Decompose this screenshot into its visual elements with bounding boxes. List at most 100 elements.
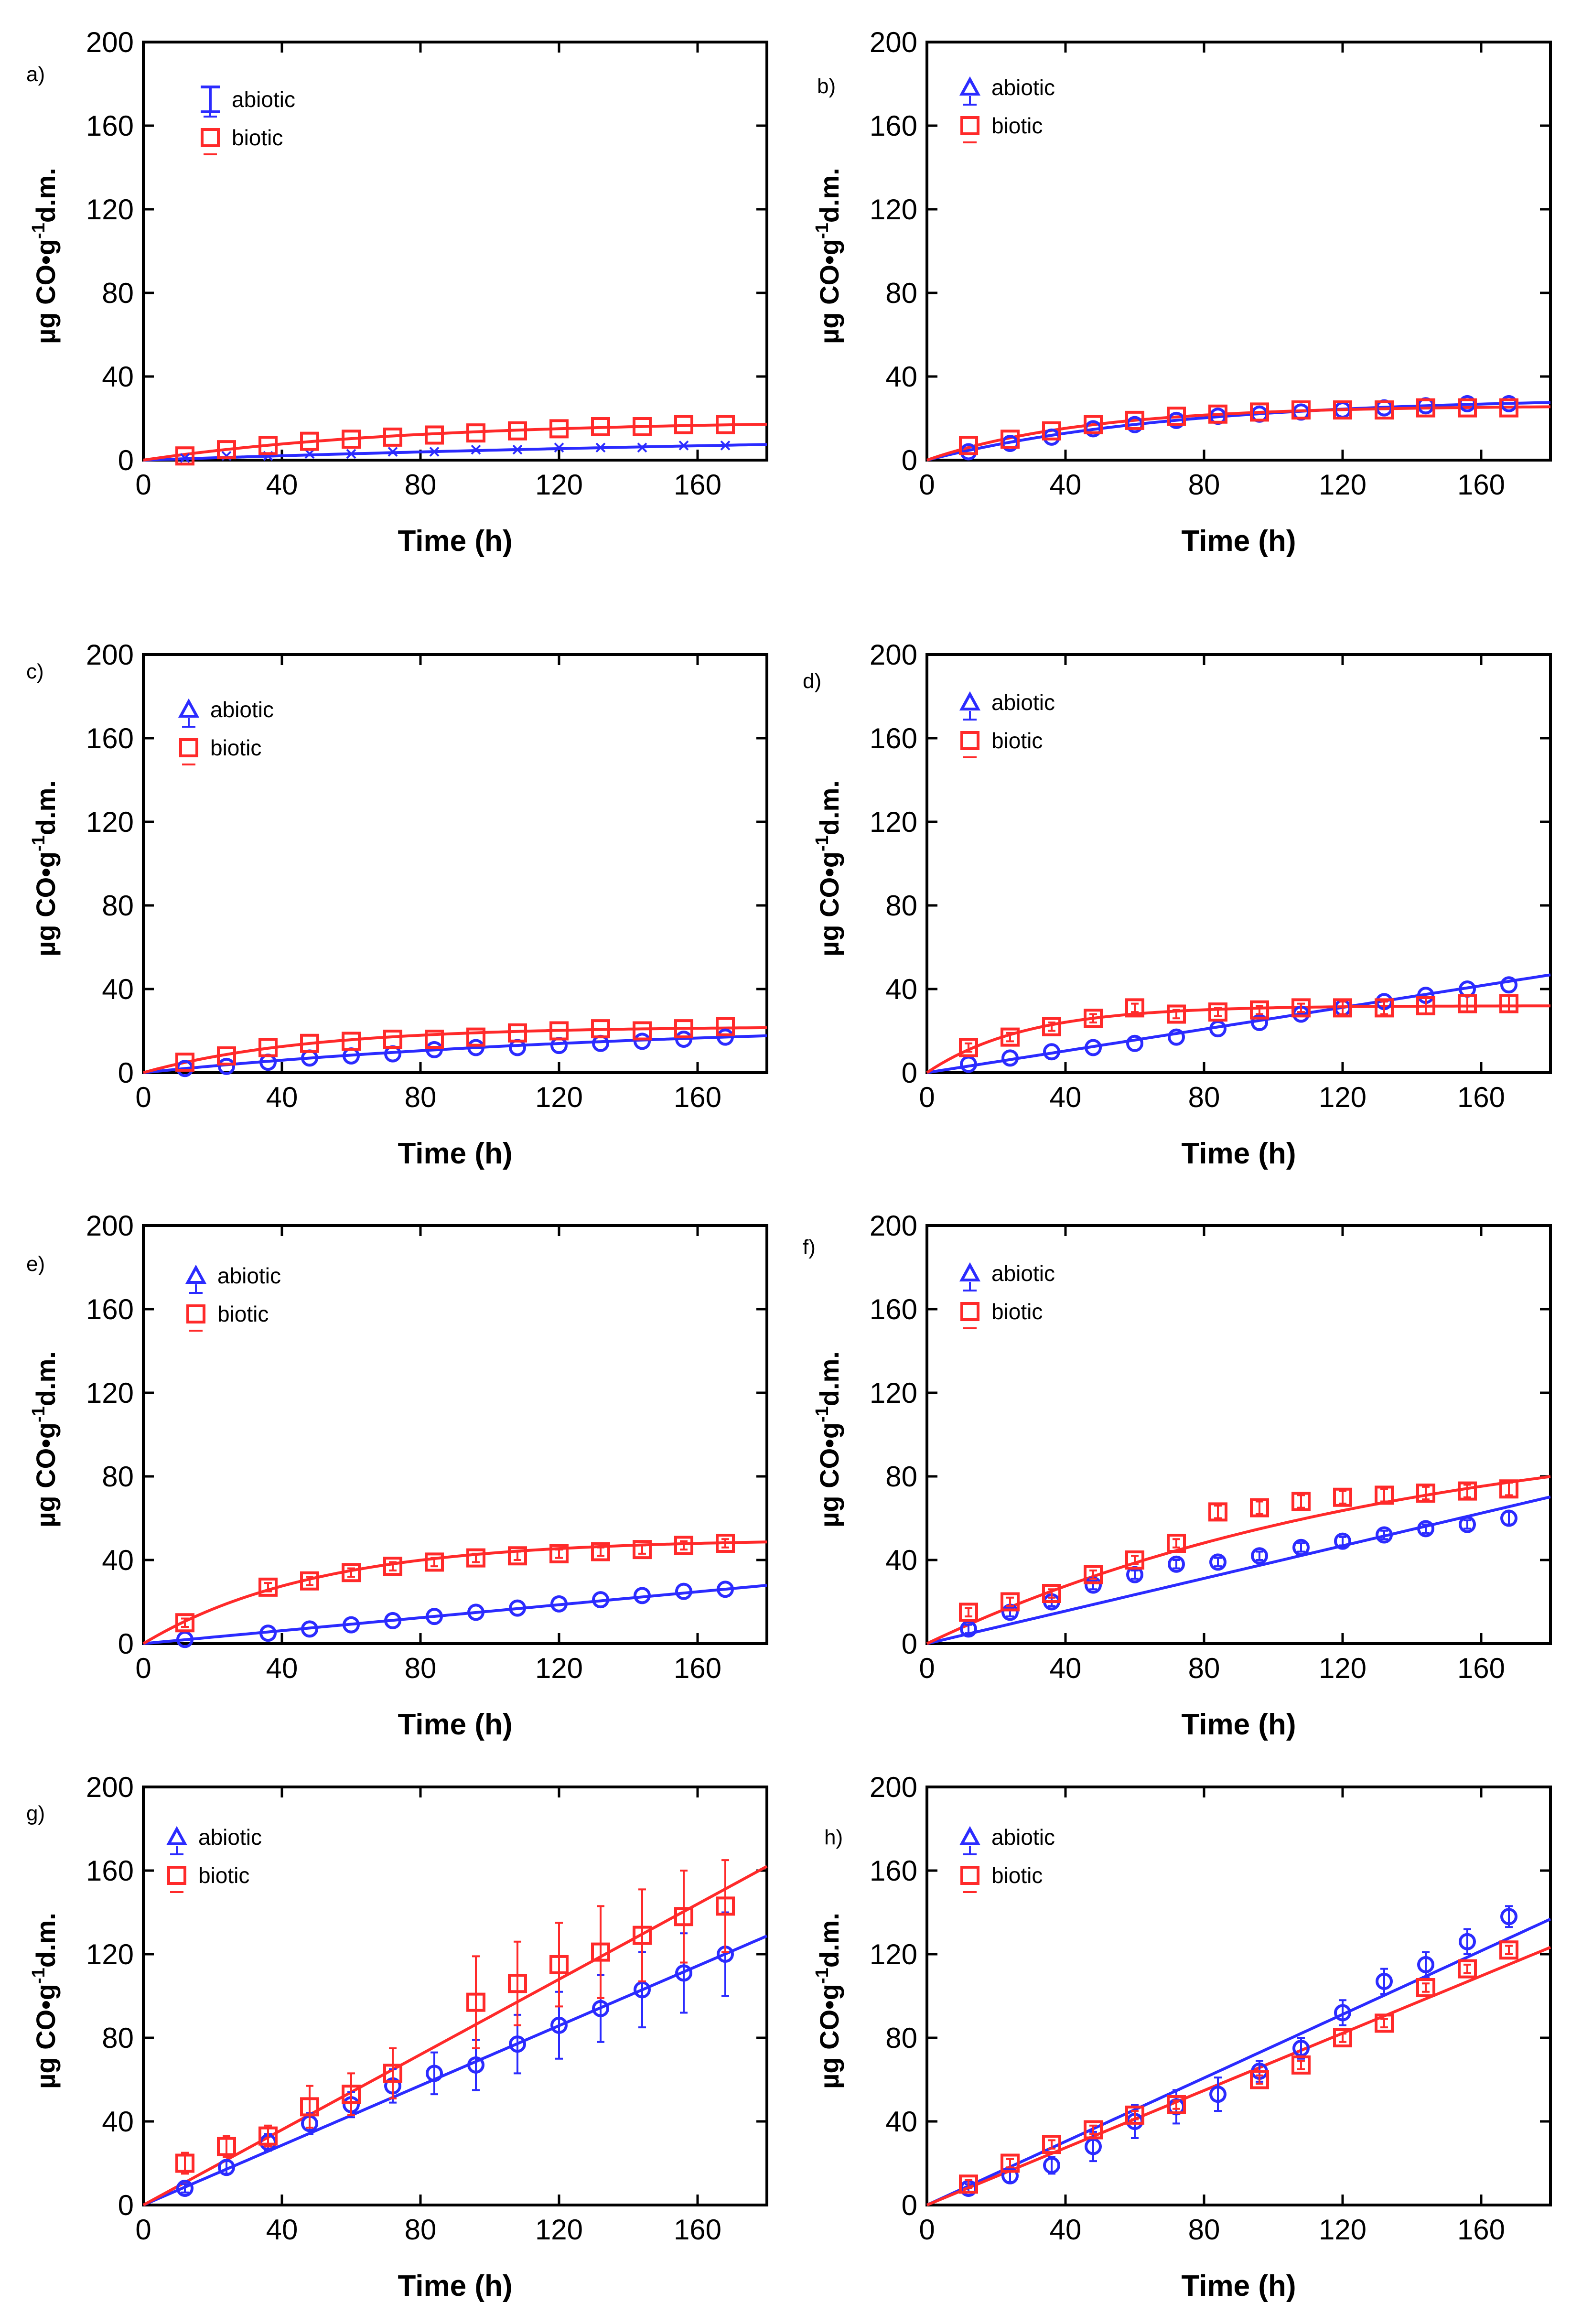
- y-tick-label: 40: [885, 973, 917, 1005]
- abiotic-data-point: [1001, 2167, 1019, 2184]
- biotic-data-point: [549, 419, 569, 439]
- chart-panel-1: 0 40 80 120 160 200 0 40 80 120 160 Time (h) µg CO•g…: [812, 26, 1552, 558]
- chart-panel-3: 0 40 80 120 160 200 0 40 80 120 160 Time (h) µg CO•g…: [803, 639, 1552, 1170]
- biotic-error-bar: [347, 2072, 355, 2116]
- y-axis-title-tail: d.m.: [814, 780, 844, 835]
- legend: abiotic biotic: [166, 1825, 262, 1893]
- y-tick-label: 0: [902, 2189, 917, 2221]
- legend-biotic-marker: [186, 1304, 205, 1323]
- biotic-error-bar: [1505, 994, 1513, 1013]
- abiotic-data-point: [634, 1587, 651, 1604]
- abiotic-error-bar: [1339, 1536, 1346, 1547]
- x-tick-label: 40: [266, 2214, 298, 2246]
- biotic-error-bar: [1173, 1009, 1180, 1020]
- abiotic-error-bar: [1463, 1928, 1471, 1955]
- legend-biotic-label: biotic: [198, 1863, 249, 1888]
- biotic-fit-line: [926, 405, 1551, 462]
- biotic-data-point: [633, 1021, 652, 1041]
- abiotic-data-point: [720, 440, 731, 451]
- biotic-data-point: [217, 2137, 236, 2156]
- biotic-series: [175, 1017, 735, 1072]
- biotic-data-point: [1084, 2120, 1103, 2140]
- abiotic-data-point: [1126, 1034, 1143, 1052]
- biotic-error-bar: [306, 2085, 313, 2129]
- x-axis-title: Time (h): [1182, 1137, 1296, 1170]
- x-axis-title: Time (h): [1182, 2270, 1296, 2302]
- abiotic-data-point: [1376, 1972, 1393, 1990]
- y-axis-title-sup: -1: [812, 835, 832, 851]
- biotic-data-point: [716, 1534, 735, 1553]
- y-tick-label: 160: [86, 1855, 134, 1887]
- biotic-data-point: [1084, 415, 1103, 434]
- x-tick-label: 80: [405, 1081, 437, 1113]
- abiotic-error-bar: [1380, 1968, 1388, 1995]
- panel-letter: d): [803, 669, 821, 693]
- biotic-error-bar: [389, 1561, 397, 1571]
- biotic-data-point: [549, 1021, 569, 1041]
- biotic-fit-line: [142, 1540, 767, 1645]
- x-tick-label: 160: [1457, 469, 1505, 501]
- biotic-error-bar: [1297, 1002, 1305, 1013]
- y-tick-label: 0: [902, 444, 917, 476]
- y-axis-title-main: µg CO•g: [814, 851, 844, 957]
- y-axis-title-main: µg CO•g: [31, 1422, 61, 1528]
- abiotic-data-point: [592, 1591, 609, 1609]
- abiotic-data-point: [218, 2159, 235, 2176]
- biotic-data-point: [425, 1552, 444, 1572]
- abiotic-fit-line: [143, 443, 767, 462]
- abiotic-data-point: [1376, 1526, 1393, 1544]
- abiotic-data-point: [554, 442, 564, 453]
- biotic-data-point: [1167, 1004, 1186, 1024]
- biotic-data-point: [1125, 2105, 1144, 2125]
- y-axis-title-main: µg CO•g: [814, 1422, 844, 1528]
- plot-frame: [142, 1224, 768, 1645]
- biotic-fit-line: [926, 1946, 1551, 2206]
- legend: abiotic biotic: [959, 690, 1055, 758]
- biotic-data-point: [591, 1019, 610, 1039]
- legend-biotic-marker: [179, 738, 198, 757]
- biotic-error-bar: [472, 1552, 480, 1563]
- x-tick-label: 120: [535, 1081, 583, 1113]
- abiotic-error-bar: [1297, 1542, 1305, 1553]
- abiotic-data-point: [301, 1620, 318, 1638]
- biotic-error-bar: [1505, 1945, 1513, 1955]
- chart-panel-2: 0 40 80 120 160 200 0 40 80 120 160 Time (h) µg CO•g…: [26, 639, 768, 1170]
- abiotic-data-point: [1500, 1908, 1517, 1926]
- biotic-data-point: [466, 1548, 485, 1568]
- biotic-error-bar: [555, 1549, 563, 1559]
- y-tick-label: 200: [870, 1210, 917, 1242]
- abiotic-data-point: [717, 1028, 734, 1046]
- biotic-data-point: [1375, 400, 1394, 420]
- abiotic-data-point: [1085, 1039, 1102, 1056]
- biotic-data-point: [591, 1942, 610, 1962]
- y-tick-label: 40: [102, 1544, 134, 1576]
- biotic-data-point: [716, 1896, 735, 1916]
- biotic-series: [175, 1859, 735, 2175]
- biotic-data-point: [674, 1907, 693, 1926]
- biotic-data-point: [1499, 398, 1518, 418]
- abiotic-data-point: [426, 1608, 443, 1625]
- x-tick-label: 80: [405, 469, 437, 501]
- x-axis-title: Time (h): [398, 1137, 513, 1170]
- y-tick-label: 200: [870, 1771, 917, 1803]
- plot-frame: [925, 653, 1552, 1074]
- y-tick-label: 200: [870, 26, 917, 58]
- y-axis-title: µg CO•g-1d.m.: [812, 168, 844, 344]
- abiotic-data-point: [1417, 1956, 1434, 1973]
- y-tick-label: 80: [885, 2022, 917, 2054]
- biotic-fit-line: [142, 1865, 768, 2206]
- x-tick-label: 40: [1050, 1652, 1082, 1684]
- y-tick-label: 80: [885, 890, 917, 922]
- biotic-data-point: [1499, 1940, 1518, 1960]
- panel-letter: c): [26, 660, 44, 683]
- biotic-data-point: [466, 423, 485, 443]
- biotic-error-bar: [965, 1607, 972, 1618]
- biotic-data-point: [1125, 998, 1144, 1018]
- biotic-data-point: [508, 1546, 527, 1566]
- abiotic-data-point: [634, 1033, 651, 1050]
- x-tick-label: 0: [919, 469, 935, 501]
- panel-letter: a): [26, 63, 45, 86]
- biotic-error-bar: [181, 1617, 189, 1628]
- y-tick-label: 0: [902, 1057, 917, 1089]
- abiotic-data-point: [259, 1625, 277, 1642]
